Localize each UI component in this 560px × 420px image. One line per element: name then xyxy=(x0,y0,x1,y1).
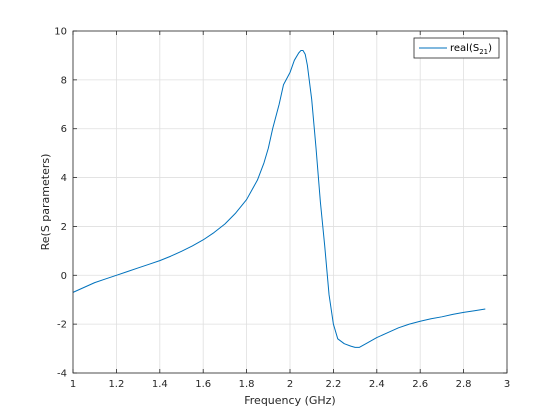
y-tick-label: 8 xyxy=(61,75,67,86)
x-axis-label: Frequency (GHz) xyxy=(244,394,335,407)
y-tick-label: 4 xyxy=(61,173,67,184)
x-tick-label: 1.4 xyxy=(152,379,168,390)
x-tick-label: 2.6 xyxy=(412,379,428,390)
x-tick-label: 2.4 xyxy=(369,379,385,390)
x-tick-label: 1.8 xyxy=(239,379,255,390)
legend-label: real(S21) xyxy=(450,43,492,56)
legend-box xyxy=(413,37,500,59)
y-tick-label: -4 xyxy=(57,369,67,380)
ticks xyxy=(72,30,508,374)
legend-suffix: ) xyxy=(488,43,492,54)
x-tick-label: 1 xyxy=(70,379,76,390)
series-layer xyxy=(72,50,486,348)
x-tick-label: 2.8 xyxy=(456,379,472,390)
x-tick-label: 1.6 xyxy=(195,379,211,390)
x-tick-label: 3 xyxy=(504,379,510,390)
x-tick-labels: 1 1.2 1.4 1.6 1.8 2 2.2 2.4 2.6 2.8 3 xyxy=(70,379,510,390)
legend: real(S21) xyxy=(413,37,500,59)
x-tick-label: 1.2 xyxy=(108,379,124,390)
series-line-real-s21 xyxy=(72,50,486,348)
y-tick-labels: -4 -2 0 2 4 6 8 10 xyxy=(54,27,67,380)
legend-subscript: 21 xyxy=(479,48,488,56)
legend-prefix: real(S xyxy=(450,43,479,54)
y-tick-label: 2 xyxy=(61,222,67,233)
x-tick-label: 2.2 xyxy=(325,379,341,390)
y-tick-label: 6 xyxy=(61,124,67,135)
y-tick-label: 0 xyxy=(61,271,67,282)
y-tick-label: -2 xyxy=(57,320,67,331)
y-tick-label: 10 xyxy=(54,27,67,38)
y-axis-label: Re(S parameters) xyxy=(39,154,52,251)
x-tick-label: 2 xyxy=(287,379,293,390)
